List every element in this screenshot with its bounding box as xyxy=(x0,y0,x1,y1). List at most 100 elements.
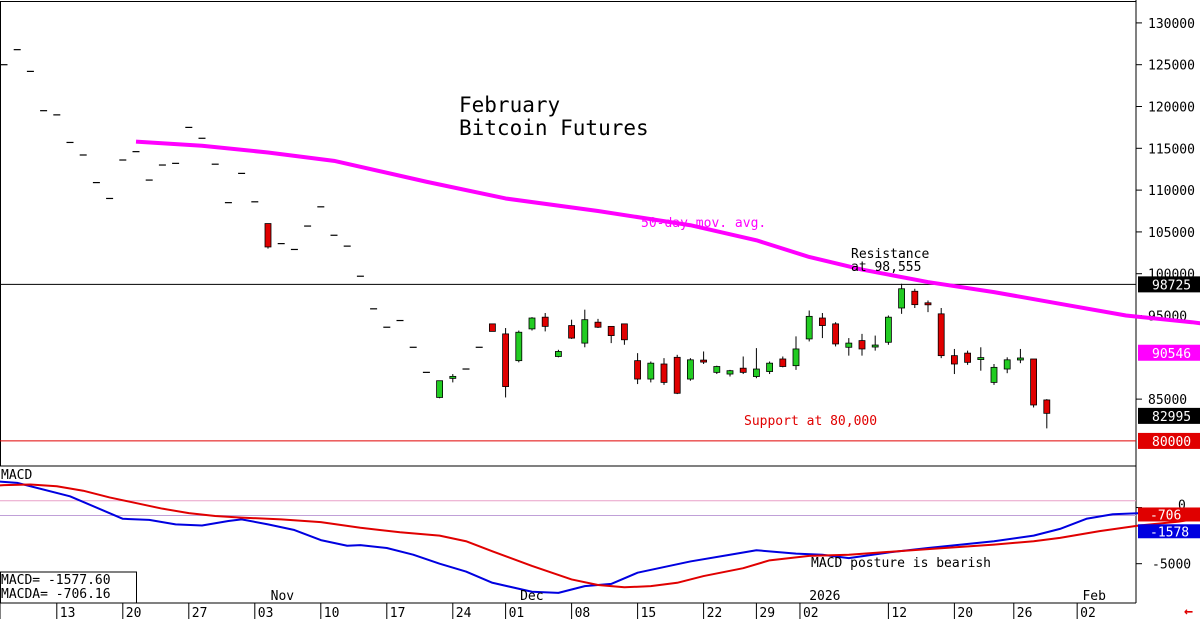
candle-body xyxy=(937,313,945,357)
moving-average-annotation: 50-day mov. avg. xyxy=(641,216,766,231)
candle-body xyxy=(502,333,510,387)
candle-56 xyxy=(739,356,747,375)
macd-y-tick-label-0: 0 xyxy=(1178,499,1186,514)
candle-77 xyxy=(1017,348,1024,364)
candle-body xyxy=(858,340,866,350)
candle-body xyxy=(449,375,457,379)
candle-body xyxy=(528,317,536,330)
x-tick-label-22: 22 xyxy=(707,606,723,619)
candle-41 xyxy=(541,313,549,332)
x-tick-label-03: 03 xyxy=(258,606,274,619)
toolbar-arrow[interactable]: ← xyxy=(1184,602,1193,620)
chart-title-line-2: Bitcoin Futures xyxy=(459,116,649,140)
candle-40 xyxy=(528,317,536,331)
candle-body xyxy=(779,358,787,367)
candle-63 xyxy=(832,322,839,347)
candle-body xyxy=(488,323,496,332)
candle-34 xyxy=(449,374,457,383)
macd-value-label-bg-0 xyxy=(1138,507,1200,522)
candle-body xyxy=(621,323,628,341)
x-tick-label-29: 29 xyxy=(759,606,775,619)
macd-readout-1: MACDA= -706.16 xyxy=(1,587,111,602)
candle-61 xyxy=(805,310,813,342)
x-month-label-Dec: Dec xyxy=(520,589,543,604)
candle-74 xyxy=(977,347,985,371)
candle-51 xyxy=(673,354,681,395)
price-label-98725: 98725 xyxy=(1152,278,1191,293)
candle-body xyxy=(845,342,853,348)
x-tick-label-12: 12 xyxy=(891,606,907,619)
price-label-bg-82995 xyxy=(1138,407,1200,424)
macd-readout-0: MACD= -1577.60 xyxy=(1,573,111,588)
candle-body xyxy=(832,323,839,345)
macd-series-macd xyxy=(0,480,1200,594)
y-tick-label-125000: 125000 xyxy=(1148,59,1195,74)
macd-y-tick-label-minus5000: -5000 xyxy=(1152,558,1191,573)
candle-body xyxy=(634,360,641,380)
y-tick-label-130000: 130000 xyxy=(1148,17,1195,32)
candle-53 xyxy=(700,351,707,365)
candle-body xyxy=(594,321,602,328)
candle-47 xyxy=(621,323,628,345)
candle-body xyxy=(607,325,615,336)
candle-body xyxy=(964,352,971,363)
candle-78 xyxy=(1030,358,1037,408)
x-tick-label-10: 10 xyxy=(324,606,340,619)
candle-body xyxy=(647,362,655,380)
y-tick-label-120000: 120000 xyxy=(1148,101,1195,116)
candle-body xyxy=(1043,399,1051,414)
candle-60 xyxy=(792,336,800,370)
price-label-82995: 82995 xyxy=(1152,410,1191,425)
resistance-annotation-line-1: Resistance xyxy=(851,247,929,262)
candle-49 xyxy=(647,361,655,383)
price-label-80000: 80000 xyxy=(1152,435,1191,450)
candle-65 xyxy=(858,333,866,356)
candle-33 xyxy=(436,380,444,399)
moving-average-line xyxy=(135,139,1200,326)
candle-39 xyxy=(515,330,523,363)
x-month-label-Feb: Feb xyxy=(1082,589,1106,604)
candle-37 xyxy=(488,323,496,332)
candle-54 xyxy=(713,365,721,375)
candle-body xyxy=(1003,359,1011,370)
candle-76 xyxy=(1003,357,1011,374)
y-tick-label-115000: 115000 xyxy=(1148,142,1195,157)
candle-body xyxy=(726,370,734,375)
candle-body xyxy=(1030,358,1037,406)
macd-annotation: MACD posture is bearish xyxy=(811,556,991,571)
x-month-label-2026: 2026 xyxy=(809,589,840,604)
x-tick-label-13: 13 xyxy=(60,606,76,619)
candle-body xyxy=(766,362,773,372)
candle-body xyxy=(687,359,694,380)
candle-68 xyxy=(898,283,905,314)
candle-body xyxy=(515,331,523,362)
candle-20 xyxy=(264,223,272,249)
candle-body xyxy=(990,366,998,383)
candle-body xyxy=(568,325,575,339)
chart-frame xyxy=(0,0,1137,604)
candle-body xyxy=(911,290,919,306)
candle-body xyxy=(673,356,681,394)
candle-body xyxy=(541,316,549,327)
candle-body xyxy=(924,302,932,306)
candle-62 xyxy=(819,313,826,339)
candle-79 xyxy=(1043,399,1051,429)
candle-body xyxy=(436,380,444,398)
macd-value-label-0: -706 xyxy=(1150,508,1181,523)
macd-readout-border xyxy=(0,571,137,604)
x-month-label-Nov: Nov xyxy=(271,589,295,604)
candle-body xyxy=(1017,357,1024,361)
x-tick-label-01: 01 xyxy=(509,606,525,619)
candle-body xyxy=(700,359,707,363)
price-panel: 8500095000100000105000110000115000120000… xyxy=(0,17,1200,450)
candle-50 xyxy=(660,358,668,385)
candle-48 xyxy=(634,353,641,385)
support-annotation: Support at 80,000 xyxy=(744,414,877,429)
candle-body xyxy=(660,363,668,383)
x-tick-label-15: 15 xyxy=(641,606,657,619)
